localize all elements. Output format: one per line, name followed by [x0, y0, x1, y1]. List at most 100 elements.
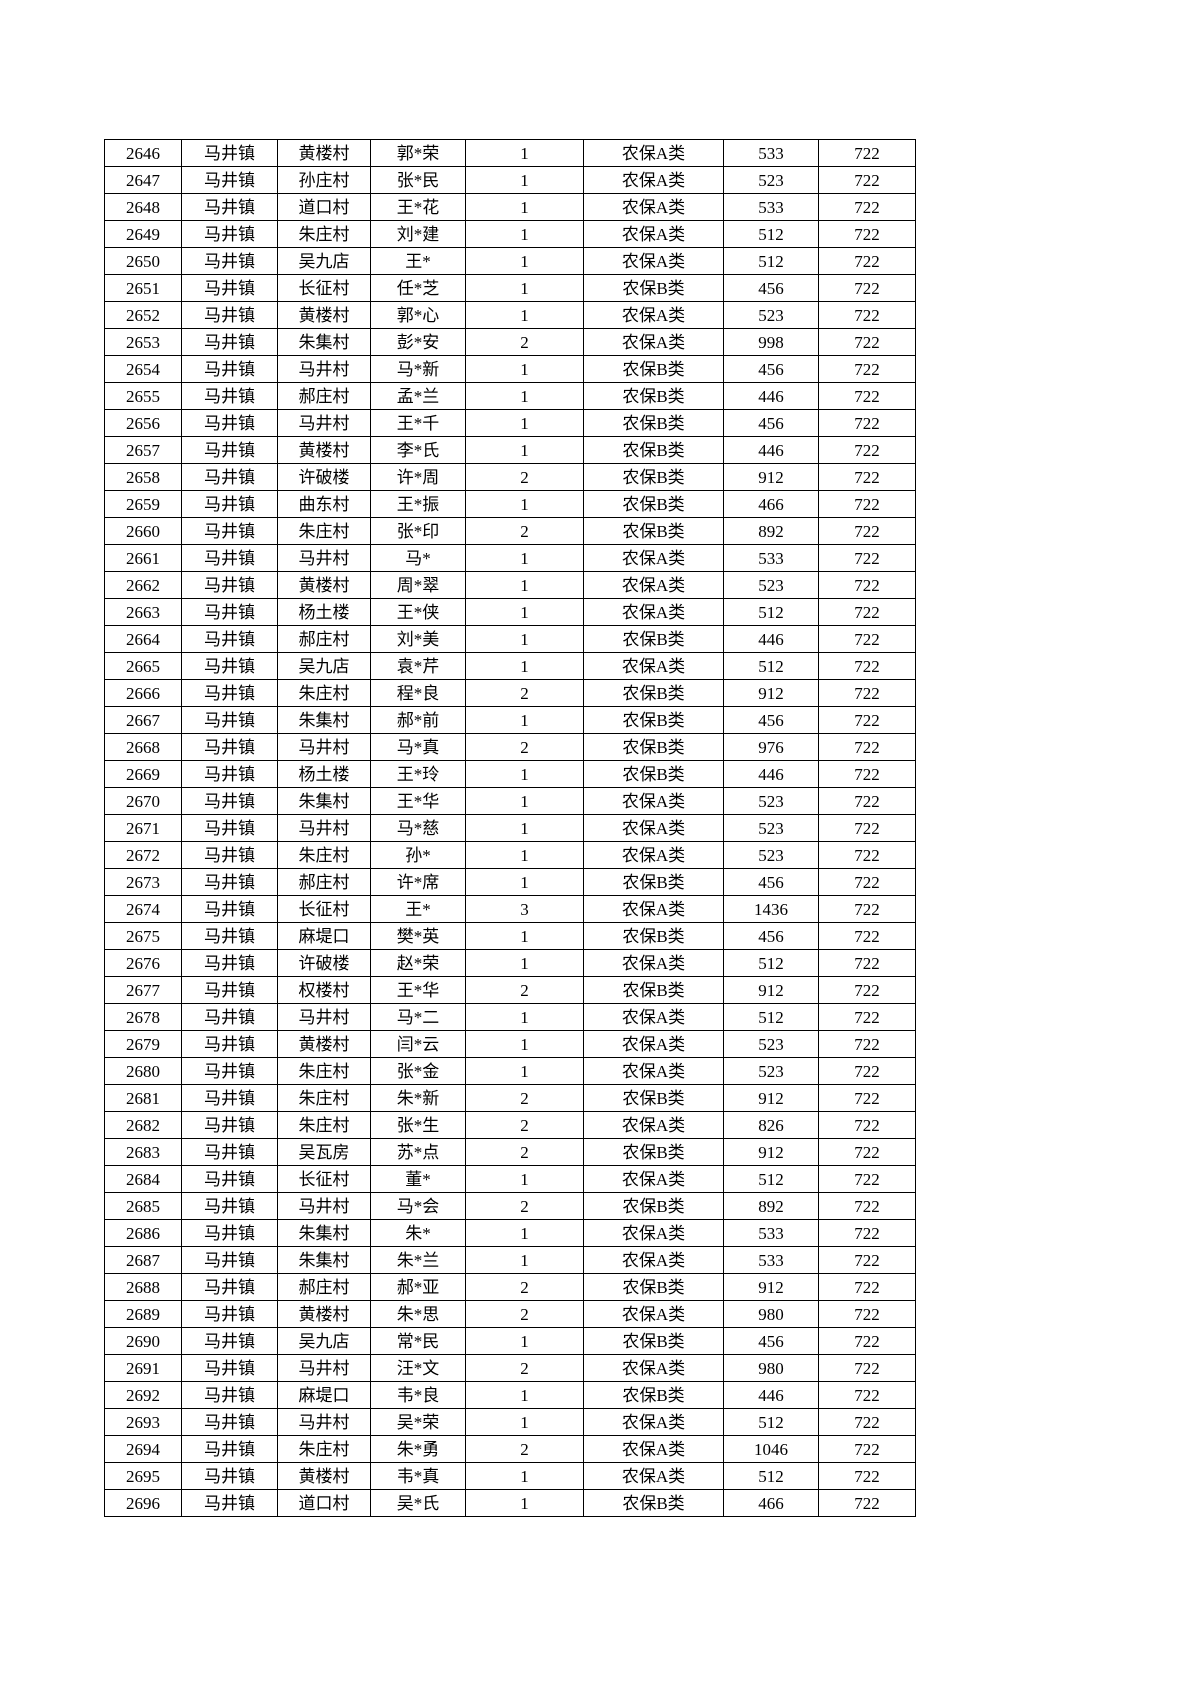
cell-name: 郭*心 [370, 301, 466, 329]
cell-persons: 1 [465, 1165, 584, 1193]
cell-name: 朱*思 [370, 1300, 466, 1328]
cell-persons: 1 [465, 139, 584, 167]
cell-village: 郝庄村 [277, 1273, 371, 1301]
cell-standard: 722 [818, 139, 916, 167]
cell-standard: 722 [818, 598, 916, 626]
cell-serial: 2666 [104, 679, 182, 707]
cell-village: 许破楼 [277, 463, 371, 491]
table-row: 2680 马井镇 朱庄村 张*金 1 农保A类 523 722 [104, 1057, 916, 1085]
cell-category: 农保B类 [583, 1138, 724, 1166]
cell-town: 马井镇 [181, 220, 278, 248]
cell-serial: 2668 [104, 733, 182, 761]
cell-village: 黄楼村 [277, 139, 371, 167]
cell-name: 吴*氏 [370, 1489, 466, 1517]
cell-standard: 722 [818, 193, 916, 221]
cell-name: 李*氏 [370, 436, 466, 464]
cell-category: 农保B类 [583, 625, 724, 653]
cell-village: 麻堤口 [277, 922, 371, 950]
cell-village: 道口村 [277, 193, 371, 221]
cell-standard: 722 [818, 625, 916, 653]
cell-standard: 722 [818, 841, 916, 869]
cell-name: 董* [370, 1165, 466, 1193]
cell-name: 王*华 [370, 787, 466, 815]
cell-name: 彭*安 [370, 328, 466, 356]
cell-name: 许*席 [370, 868, 466, 896]
cell-village: 道口村 [277, 1489, 371, 1517]
cell-category: 农保B类 [583, 490, 724, 518]
table-row: 2686 马井镇 朱集村 朱* 1 农保A类 533 722 [104, 1219, 916, 1247]
cell-standard: 722 [818, 706, 916, 734]
cell-persons: 2 [465, 976, 584, 1004]
cell-town: 马井镇 [181, 436, 278, 464]
cell-category: 农保A类 [583, 1246, 724, 1274]
cell-name: 朱*新 [370, 1084, 466, 1112]
cell-serial: 2658 [104, 463, 182, 491]
cell-village: 杨土楼 [277, 598, 371, 626]
cell-persons: 2 [465, 1300, 584, 1328]
cell-name: 王*振 [370, 490, 466, 518]
cell-persons: 1 [465, 1246, 584, 1274]
cell-name: 朱* [370, 1219, 466, 1247]
cell-town: 马井镇 [181, 598, 278, 626]
cell-persons: 1 [465, 355, 584, 383]
cell-town: 马井镇 [181, 463, 278, 491]
cell-category: 农保A类 [583, 1462, 724, 1490]
cell-town: 马井镇 [181, 922, 278, 950]
cell-village: 朱集村 [277, 706, 371, 734]
cell-category: 农保A类 [583, 301, 724, 329]
table-row: 2671 马井镇 马井村 马*慈 1 农保A类 523 722 [104, 814, 916, 842]
cell-village: 马井村 [277, 1192, 371, 1220]
cell-standard: 722 [818, 760, 916, 788]
cell-serial: 2670 [104, 787, 182, 815]
cell-amount: 512 [723, 1003, 819, 1031]
cell-persons: 2 [465, 1192, 584, 1220]
cell-town: 马井镇 [181, 1462, 278, 1490]
cell-town: 马井镇 [181, 787, 278, 815]
cell-name: 王*玲 [370, 760, 466, 788]
cell-amount: 512 [723, 598, 819, 626]
cell-serial: 2677 [104, 976, 182, 1004]
cell-village: 朱集村 [277, 1246, 371, 1274]
cell-category: 农保B类 [583, 436, 724, 464]
cell-town: 马井镇 [181, 1489, 278, 1517]
table-row: 2648 马井镇 道口村 王*花 1 农保A类 533 722 [104, 193, 916, 221]
cell-standard: 722 [818, 220, 916, 248]
table-row: 2691 马井镇 马井村 汪*文 2 农保A类 980 722 [104, 1354, 916, 1382]
cell-town: 马井镇 [181, 409, 278, 437]
cell-standard: 722 [818, 1489, 916, 1517]
cell-persons: 2 [465, 1084, 584, 1112]
cell-village: 黄楼村 [277, 1030, 371, 1058]
table-row: 2673 马井镇 郝庄村 许*席 1 农保B类 456 722 [104, 868, 916, 896]
cell-persons: 1 [465, 1489, 584, 1517]
cell-village: 马井村 [277, 1354, 371, 1382]
cell-persons: 1 [465, 1408, 584, 1436]
cell-town: 马井镇 [181, 814, 278, 842]
cell-persons: 1 [465, 868, 584, 896]
cell-serial: 2667 [104, 706, 182, 734]
cell-category: 农保A类 [583, 328, 724, 356]
cell-standard: 722 [818, 1273, 916, 1301]
cell-standard: 722 [818, 571, 916, 599]
cell-amount: 912 [723, 976, 819, 1004]
cell-village: 朱集村 [277, 787, 371, 815]
cell-village: 朱庄村 [277, 1111, 371, 1139]
cell-town: 马井镇 [181, 247, 278, 275]
cell-category: 农保A类 [583, 1165, 724, 1193]
cell-village: 黄楼村 [277, 436, 371, 464]
cell-amount: 466 [723, 1489, 819, 1517]
cell-amount: 912 [723, 1273, 819, 1301]
cell-serial: 2653 [104, 328, 182, 356]
cell-serial: 2671 [104, 814, 182, 842]
cell-category: 农保A类 [583, 598, 724, 626]
cell-standard: 722 [818, 1219, 916, 1247]
cell-serial: 2654 [104, 355, 182, 383]
table-row: 2679 马井镇 黄楼村 闫*云 1 农保A类 523 722 [104, 1030, 916, 1058]
cell-village: 朱庄村 [277, 517, 371, 545]
cell-amount: 912 [723, 679, 819, 707]
cell-persons: 1 [465, 220, 584, 248]
cell-persons: 1 [465, 1003, 584, 1031]
cell-town: 马井镇 [181, 166, 278, 194]
cell-amount: 533 [723, 1246, 819, 1274]
cell-standard: 722 [818, 1462, 916, 1490]
cell-town: 马井镇 [181, 301, 278, 329]
